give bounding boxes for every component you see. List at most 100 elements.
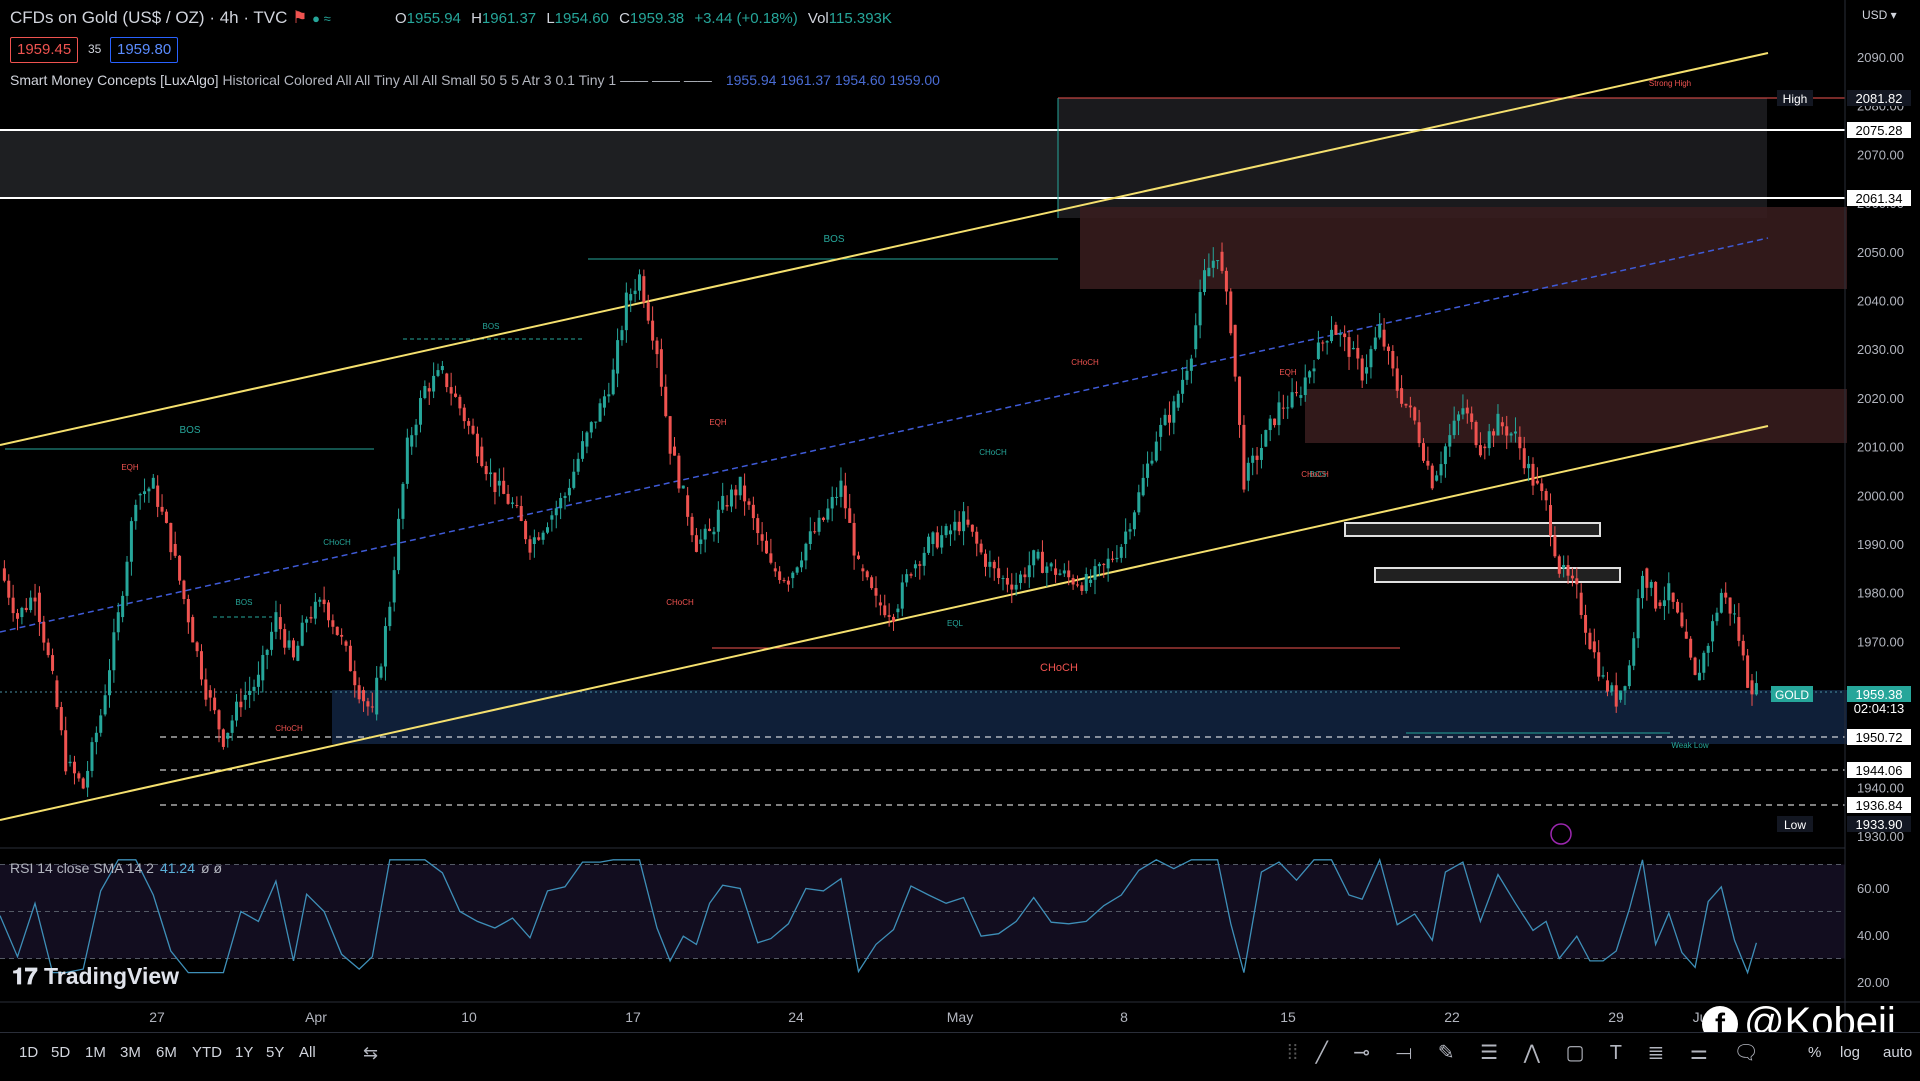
candle-body: [90, 742, 94, 771]
candle-body: [1566, 564, 1570, 576]
comment-icon[interactable]: 🗨: [1733, 1042, 1759, 1064]
candle-body: [1575, 578, 1579, 585]
candle-body: [1334, 324, 1338, 335]
date-range-icon[interactable]: ⇆: [363, 1043, 379, 1063]
candle-body: [397, 518, 401, 571]
candle-body: [633, 290, 637, 295]
chevron-down-icon: ▾: [1887, 8, 1897, 22]
candle-body: [1045, 566, 1049, 573]
timeframe-1d-button[interactable]: 1D: [19, 1044, 39, 1061]
symbol-title[interactable]: CFDs on Gold (US$ / OZ) · 4h · TVC ⚑ ● ≈: [10, 8, 331, 28]
bottom-toolbar: [0, 1032, 1920, 1081]
candle-body: [392, 570, 396, 603]
candle-body: [1382, 329, 1386, 347]
candle-body: [388, 606, 392, 627]
candle-body: [42, 622, 46, 643]
candle-body: [116, 612, 120, 633]
bid-button[interactable]: 1959.45: [10, 37, 79, 63]
candle-body: [1391, 350, 1395, 369]
horizontal-ray-icon[interactable]: ⊸: [1353, 1042, 1371, 1064]
text-icon[interactable]: T: [1609, 1042, 1622, 1064]
candle-body: [1106, 558, 1110, 569]
candle-body: [760, 534, 764, 541]
timeframe-5y-button[interactable]: 5Y: [266, 1044, 285, 1061]
candle-body: [370, 706, 374, 708]
timeframe-6m-button[interactable]: 6M: [156, 1044, 177, 1061]
candle-body: [221, 729, 225, 747]
candle-body: [1273, 418, 1277, 426]
candle-body: [1430, 465, 1434, 489]
candle-body: [624, 292, 628, 331]
timeframe-all-button[interactable]: All: [299, 1044, 316, 1061]
candle-body: [493, 472, 497, 493]
candle-body: [86, 770, 90, 788]
timeframe-3m-button[interactable]: 3M: [120, 1044, 141, 1061]
candle-body: [160, 506, 164, 512]
settings-sliders-icon[interactable]: ⚌: [1689, 1042, 1708, 1064]
open-label: O: [395, 10, 407, 27]
trend-line-icon[interactable]: ╱: [1315, 1042, 1328, 1064]
demand-zone: [332, 690, 1847, 744]
candle-body: [1746, 655, 1750, 688]
time-tick: 10: [461, 1009, 477, 1025]
candle-body: [756, 518, 760, 534]
timeframe-1m-button[interactable]: 1M: [85, 1044, 106, 1061]
candle-body: [909, 574, 913, 576]
candle-body: [261, 654, 265, 681]
candle-body: [449, 387, 453, 394]
candle-body: [778, 571, 782, 581]
scale-log-button[interactable]: log: [1840, 1044, 1861, 1061]
rectangle-icon[interactable]: ▢: [1565, 1042, 1585, 1064]
timeframe-5d-button[interactable]: 5D: [51, 1044, 71, 1061]
candle-body: [1338, 333, 1342, 335]
candle-body: [800, 560, 804, 568]
brush-icon[interactable]: ✎: [1437, 1042, 1455, 1064]
scale-auto-button[interactable]: auto: [1883, 1044, 1913, 1061]
fib-icon[interactable]: ☰: [1480, 1042, 1499, 1064]
range-zone: [1058, 98, 1767, 218]
candle-body: [7, 580, 11, 598]
candle-body: [1075, 584, 1079, 586]
candle-body: [637, 274, 641, 291]
candle-body: [497, 480, 501, 486]
candle-body: [616, 340, 620, 374]
candle-body: [1312, 368, 1316, 372]
candle-body: [125, 561, 129, 596]
timeframe-1y-button[interactable]: 1Y: [235, 1044, 254, 1061]
ask-button[interactable]: 1959.80: [110, 37, 179, 63]
candle-body: [629, 294, 633, 301]
currency-selector[interactable]: USD ▾: [1862, 8, 1897, 22]
candle-body: [1676, 601, 1680, 613]
candle-body: [1605, 680, 1609, 692]
candle-body: [1658, 602, 1662, 607]
candle-body: [1693, 657, 1697, 675]
price-tick: 2000.00: [1857, 488, 1904, 503]
candle-body: [1400, 388, 1404, 404]
rsi-legend[interactable]: RSI 14 close SMA 14 2 41.24 ø ø: [10, 860, 222, 876]
candle-body: [414, 424, 418, 436]
candle-body: [992, 561, 996, 569]
horizontal-line-icon[interactable]: ⟞: [1395, 1042, 1413, 1064]
scale-percent-button[interactable]: %: [1808, 1044, 1822, 1061]
structure-label: BOS: [1310, 470, 1327, 479]
candle-body: [1474, 421, 1478, 446]
long-position-icon[interactable]: ≣: [1647, 1042, 1665, 1064]
drag-handle-icon[interactable]: ⁞⁞: [1287, 1042, 1299, 1064]
candle-body: [870, 577, 874, 589]
indicator-legend[interactable]: Smart Money Concepts [LuxAlgo] Historica…: [10, 72, 940, 88]
pattern-icon[interactable]: ⋀: [1523, 1042, 1541, 1064]
badge-bg: [1847, 90, 1911, 106]
candle-body: [1251, 455, 1255, 463]
badge-bg: [1847, 686, 1911, 702]
candle-body: [940, 535, 944, 548]
volume-label: Vol: [807, 10, 829, 27]
candle-body: [11, 597, 15, 614]
candle-body: [528, 539, 532, 553]
candle-body: [1627, 665, 1631, 687]
candle-body: [230, 720, 234, 733]
symbol-label: CFDs on Gold (US$ / OZ) · 4h · TVC: [10, 8, 288, 27]
candle-body: [1343, 333, 1347, 338]
price-tick: 2040.00: [1857, 294, 1904, 309]
timeframe-ytd-button[interactable]: YTD: [192, 1044, 222, 1061]
